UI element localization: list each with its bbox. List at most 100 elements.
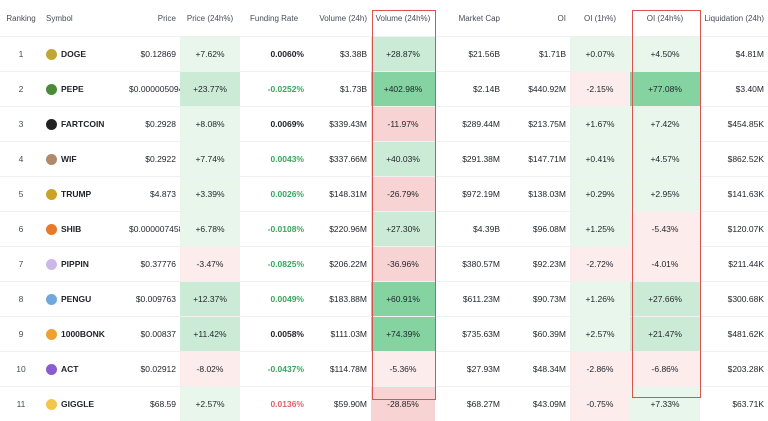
oi-change-1h-cell: +0.29%	[570, 177, 630, 212]
price-cell: $0.2928	[125, 107, 180, 142]
price-cell: $0.000007458	[125, 212, 180, 247]
market-cap-cell: $289.44M	[435, 107, 504, 142]
oi-change-1h-cell: +2.57%	[570, 317, 630, 352]
volume-cell: $114.78M	[308, 352, 371, 387]
price-cell: $4.873	[125, 177, 180, 212]
symbol: PENGU	[46, 294, 121, 305]
oi-change-1h-cell: +0.07%	[570, 37, 630, 72]
symbol-cell: PIPPIN	[42, 247, 125, 282]
symbol-text[interactable]: PIPPIN	[61, 259, 89, 269]
price-change-cell: +3.39%	[180, 177, 240, 212]
open-interest-cell: $48.34M	[504, 352, 570, 387]
table-row[interactable]: 5 TRUMP $4.873+3.39%0.0026%$148.31M-26.79%…	[0, 177, 768, 212]
price-change-cell: -3.47%	[180, 247, 240, 282]
volume-header[interactable]: Volume (24h)	[308, 0, 371, 37]
symbol: SHIB	[46, 224, 121, 235]
open-interest-cell: $43.09M	[504, 387, 570, 421]
oi-change-1h-cell: -2.72%	[570, 247, 630, 282]
symbol-text[interactable]: 1000BONK	[61, 329, 105, 339]
symbol-cell: PENGU	[42, 282, 125, 317]
symbol: TRUMP	[46, 189, 121, 200]
volume-change-header[interactable]: Volume (24h%)	[371, 0, 435, 37]
coin-icon	[46, 154, 57, 165]
price-header[interactable]: Price	[125, 0, 180, 37]
volume-change-cell: +28.87%	[371, 37, 435, 72]
volume-change-cell: -26.79%	[371, 177, 435, 212]
volume-cell: $339.43M	[308, 107, 371, 142]
oi-change-24h-cell: +4.50%	[630, 37, 700, 72]
funding-rate-cell: -0.0252%	[240, 72, 308, 107]
oi-change-24h-header[interactable]: OI (24h%)	[630, 0, 700, 37]
market-cap-cell: $4.39B	[435, 212, 504, 247]
symbol-cell: TRUMP	[42, 177, 125, 212]
liquidation-header[interactable]: Liquidation (24h)	[700, 0, 768, 37]
volume-change-cell: -11.97%	[371, 107, 435, 142]
price-change-header[interactable]: Price (24h%)	[180, 0, 240, 37]
symbol: PIPPIN	[46, 259, 121, 270]
ranking-header[interactable]: Ranking	[0, 0, 42, 37]
price-change-cell: +11.42%	[180, 317, 240, 352]
symbol-text[interactable]: PENGU	[61, 294, 91, 304]
symbol-text[interactable]: PEPE	[61, 84, 84, 94]
ranking-cell: 5	[0, 177, 42, 212]
volume-change-cell: -36.96%	[371, 247, 435, 282]
coin-icon	[46, 399, 57, 410]
funding-rate-cell: 0.0049%	[240, 282, 308, 317]
symbol: WIF	[46, 154, 121, 165]
price-change-cell: +7.62%	[180, 37, 240, 72]
symbol-cell: ACT	[42, 352, 125, 387]
volume-cell: $220.96M	[308, 212, 371, 247]
volume-cell: $148.31M	[308, 177, 371, 212]
volume-cell: $183.88M	[308, 282, 371, 317]
symbol-text[interactable]: WIF	[61, 154, 77, 164]
oi-change-24h-cell: -6.86%	[630, 352, 700, 387]
funding-rate-cell: 0.0026%	[240, 177, 308, 212]
open-interest-header[interactable]: OI	[504, 0, 570, 37]
oi-change-24h-cell: +7.33%	[630, 387, 700, 421]
market-cap-cell: $380.57M	[435, 247, 504, 282]
liquidation-cell: $141.63K	[700, 177, 768, 212]
price-cell: $0.2922	[125, 142, 180, 177]
symbol-text[interactable]: FARTCOIN	[61, 119, 104, 129]
symbol-text[interactable]: ACT	[61, 364, 78, 374]
price-cell: $0.37776	[125, 247, 180, 282]
price-change-cell: +2.57%	[180, 387, 240, 421]
symbol-header[interactable]: Symbol	[42, 0, 125, 37]
liquidation-cell: $300.68K	[700, 282, 768, 317]
market-cap-cell: $27.93M	[435, 352, 504, 387]
coin-icon	[46, 224, 57, 235]
oi-change-1h-cell: -2.86%	[570, 352, 630, 387]
symbol-cell: GIGGLE	[42, 387, 125, 421]
liquidation-cell: $203.28K	[700, 352, 768, 387]
funding-rate-cell: 0.0069%	[240, 107, 308, 142]
oi-change-1h-header[interactable]: OI (1h%)	[570, 0, 630, 37]
coin-icon	[46, 294, 57, 305]
market-cap-cell: $735.63M	[435, 317, 504, 352]
market-cap-header[interactable]: Market Cap	[435, 0, 504, 37]
funding-rate-header[interactable]: Funding Rate	[240, 0, 308, 37]
funding-rate-cell: -0.0437%	[240, 352, 308, 387]
symbol: PEPE	[46, 84, 121, 95]
symbol: ACT	[46, 364, 121, 375]
open-interest-cell: $92.23M	[504, 247, 570, 282]
symbol-cell: FARTCOIN	[42, 107, 125, 142]
oi-change-1h-cell: -2.15%	[570, 72, 630, 107]
symbol-text[interactable]: DOGE	[61, 49, 86, 59]
symbol-text[interactable]: SHIB	[61, 224, 81, 234]
liquidation-cell: $481.62K	[700, 317, 768, 352]
symbol-text[interactable]: TRUMP	[61, 189, 91, 199]
price-change-cell: +7.74%	[180, 142, 240, 177]
volume-change-cell: -5.36%	[371, 352, 435, 387]
